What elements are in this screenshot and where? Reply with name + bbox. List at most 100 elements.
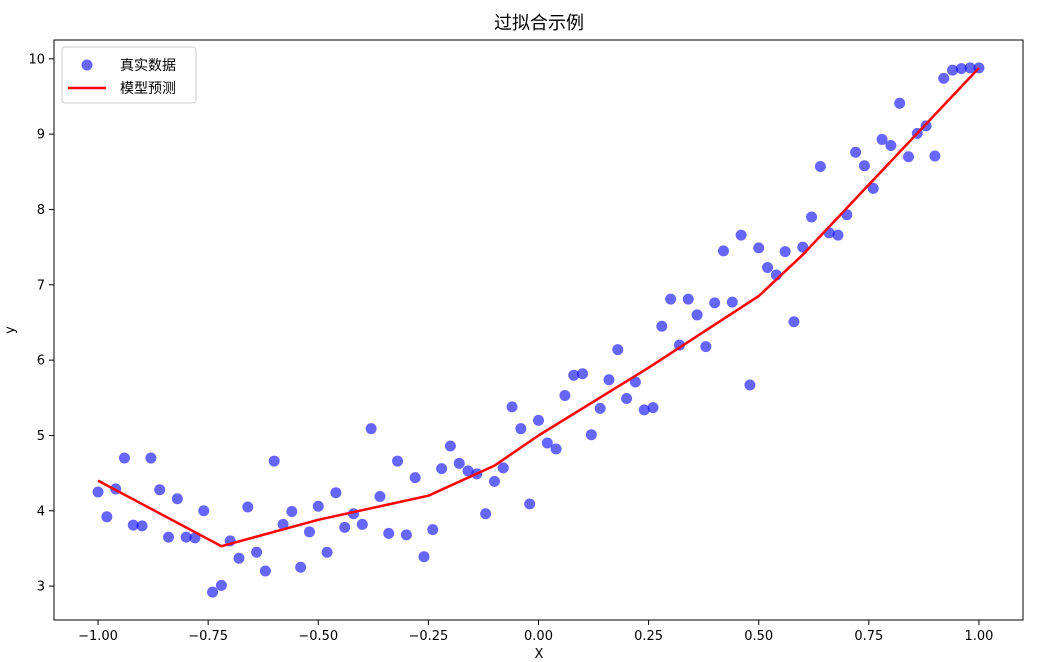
scatter-point — [330, 487, 342, 499]
scatter-point — [92, 486, 104, 498]
scatter-point — [488, 475, 500, 487]
scatter-point — [392, 455, 404, 467]
scatter-point — [621, 393, 633, 405]
scatter-series — [92, 62, 985, 598]
x-tick-label: 1.00 — [964, 629, 993, 644]
prediction-line — [97, 67, 980, 548]
scatter-point — [673, 339, 685, 351]
scatter-point — [374, 490, 386, 502]
x-axis: −1.00 −0.75 −0.50 −0.25 0.00 0.25 0.50 0.75 1.00 — [78, 620, 993, 644]
scatter-point — [436, 463, 448, 475]
scatter-point — [541, 437, 553, 449]
scatter-point — [480, 508, 492, 520]
scatter-point — [788, 316, 800, 328]
scatter-point — [735, 229, 747, 241]
scatter-point — [691, 309, 703, 321]
y-tick-label: 8 — [37, 203, 45, 218]
scatter-point — [612, 344, 624, 356]
scatter-point — [964, 62, 976, 74]
scatter-point — [171, 493, 183, 505]
y-tick-label: 3 — [37, 580, 45, 595]
scatter-point — [233, 552, 245, 564]
scatter-point — [594, 402, 606, 414]
scatter-point — [717, 245, 729, 257]
chart-title: 过拟合示例 — [494, 13, 584, 34]
legend-label-scatter: 真实数据 — [120, 58, 176, 74]
scatter-point — [242, 501, 254, 513]
scatter-point — [321, 546, 333, 558]
scatter-point — [286, 506, 298, 518]
y-axis-label: y — [3, 326, 18, 334]
scatter-point — [850, 146, 862, 158]
scatter-point — [577, 368, 589, 380]
scatter-point — [779, 246, 791, 258]
scatter-point — [136, 520, 148, 532]
y-axis: 3 4 5 6 7 8 9 10 — [28, 52, 54, 595]
x-tick-label: 0.25 — [634, 629, 663, 644]
scatter-point — [101, 511, 113, 523]
scatter-point — [515, 423, 527, 435]
scatter-point — [753, 242, 765, 254]
scatter-point — [902, 151, 914, 163]
scatter-point — [365, 423, 377, 435]
scatter-point — [383, 527, 395, 539]
scatter-point — [568, 369, 580, 381]
scatter-point — [453, 457, 465, 469]
legend-scatter-marker — [81, 59, 93, 71]
scatter-point — [858, 160, 870, 172]
scatter-point — [700, 341, 712, 353]
scatter-point — [656, 320, 668, 332]
scatter-point — [312, 500, 324, 512]
scatter-point — [550, 443, 562, 455]
scatter-point — [885, 139, 897, 151]
scatter-point — [603, 374, 615, 386]
scatter-point — [647, 402, 659, 414]
scatter-point — [806, 211, 818, 223]
legend: 真实数据 模型预测 — [61, 46, 197, 104]
scatter-point — [303, 526, 315, 538]
scatter-point — [709, 297, 721, 309]
x-tick-label: −0.75 — [188, 629, 228, 644]
scatter-point — [682, 293, 694, 305]
scatter-point — [585, 429, 597, 441]
scatter-point — [154, 484, 166, 496]
x-tick-label: 0.00 — [524, 629, 553, 644]
scatter-point — [180, 531, 192, 543]
scatter-point — [955, 63, 967, 75]
scatter-point — [629, 376, 641, 388]
x-tick-label: 0.50 — [744, 629, 773, 644]
y-tick-label: 10 — [28, 52, 45, 67]
scatter-point — [559, 390, 571, 402]
scatter-point — [726, 296, 738, 308]
scatter-point — [400, 529, 412, 541]
scatter-point — [867, 182, 879, 194]
scatter-point — [409, 472, 421, 484]
line-series — [97, 67, 980, 548]
scatter-point — [814, 161, 826, 173]
x-tick-label: −0.50 — [298, 629, 338, 644]
scatter-point — [127, 519, 139, 531]
scatter-point — [198, 505, 210, 517]
x-tick-label: −1.00 — [78, 629, 118, 644]
scatter-point — [251, 546, 263, 558]
scatter-point — [665, 293, 677, 305]
scatter-point — [524, 498, 536, 510]
scatter-point — [268, 455, 280, 467]
scatter-point — [145, 452, 157, 464]
scatter-point — [418, 551, 430, 563]
x-tick-label: −0.25 — [408, 629, 448, 644]
legend-label-line: 模型预测 — [120, 81, 176, 97]
scatter-point — [215, 579, 227, 591]
scatter-point — [207, 586, 219, 598]
scatter-point — [339, 521, 351, 533]
scatter-point — [427, 524, 439, 536]
y-tick-label: 6 — [37, 354, 45, 369]
y-tick-label: 5 — [37, 429, 45, 444]
scatter-point — [462, 465, 474, 477]
scatter-point — [163, 531, 175, 543]
scatter-point — [832, 229, 844, 241]
plot-frame — [53, 39, 1024, 621]
scatter-point — [797, 241, 809, 253]
scatter-point — [259, 565, 271, 577]
